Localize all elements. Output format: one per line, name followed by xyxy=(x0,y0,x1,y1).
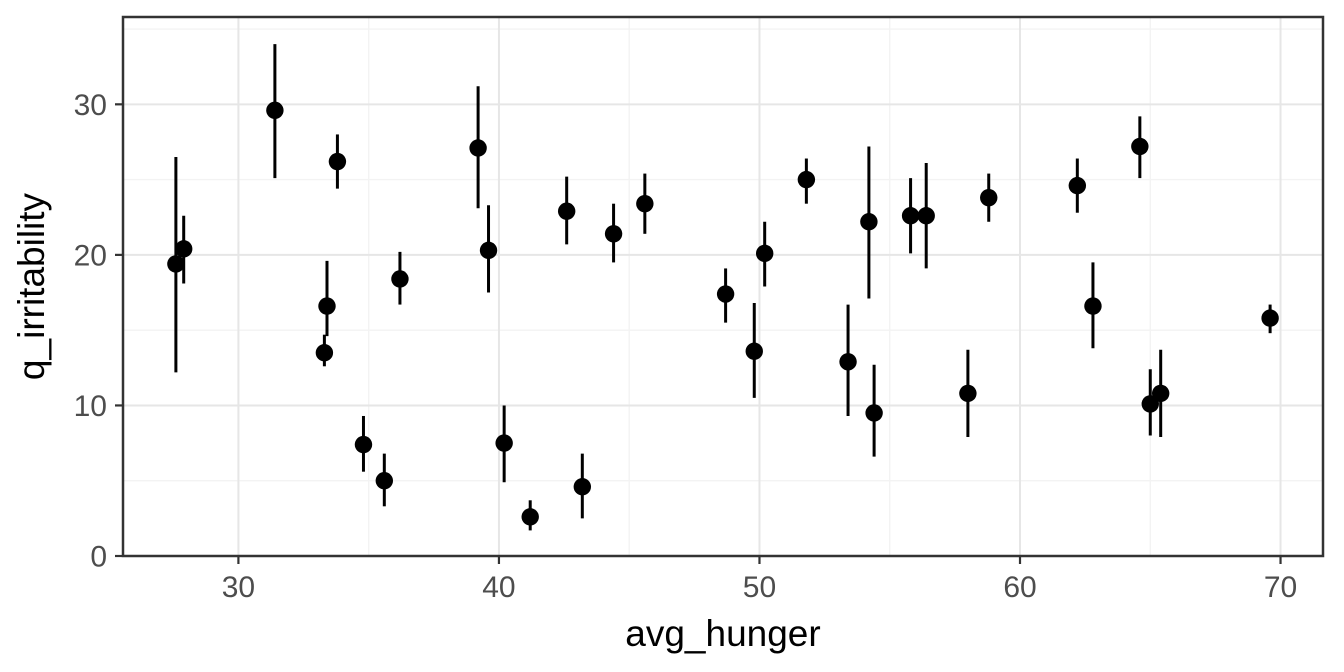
y-axis-tick-label: 10 xyxy=(74,390,107,423)
pointrange-series xyxy=(167,44,1279,531)
data-point xyxy=(1151,384,1170,403)
data-point xyxy=(354,435,373,454)
axis-ticks xyxy=(115,103,1282,564)
x-axis-tick-label: 70 xyxy=(1264,571,1297,604)
data-point xyxy=(521,508,539,526)
data-point xyxy=(469,139,487,157)
grid-minor-lines xyxy=(123,17,1323,556)
data-point xyxy=(755,244,774,263)
data-point xyxy=(266,101,284,120)
data-point xyxy=(167,255,185,273)
data-point xyxy=(917,207,935,225)
data-point xyxy=(328,152,347,171)
panel-border xyxy=(121,15,1325,558)
data-point xyxy=(860,213,878,231)
data-point xyxy=(901,207,920,225)
data-point xyxy=(636,194,654,213)
data-point xyxy=(573,478,592,496)
data-point xyxy=(557,202,576,220)
x-axis-tick-label: 50 xyxy=(743,571,776,604)
y-axis-tick-label: 20 xyxy=(74,239,107,272)
x-axis-tick-label: 60 xyxy=(1003,571,1036,604)
x-axis-tick-label: 40 xyxy=(482,571,515,604)
y-axis-tick-label: 30 xyxy=(74,89,107,122)
data-point xyxy=(479,241,498,260)
data-point xyxy=(980,188,998,207)
data-point xyxy=(1068,176,1087,195)
data-point xyxy=(1261,309,1279,327)
data-point xyxy=(1131,137,1149,156)
data-point xyxy=(1084,297,1102,315)
data-point xyxy=(495,434,513,452)
data-point xyxy=(716,285,735,303)
data-point xyxy=(391,270,409,288)
y-axis-title: q_irritability xyxy=(11,192,52,380)
x-axis-title: avg_hunger xyxy=(625,613,820,654)
data-point xyxy=(865,404,883,422)
data-point xyxy=(797,170,816,189)
data-point xyxy=(315,344,334,362)
y-axis-tick-label: 0 xyxy=(90,541,107,574)
axis-tick-labels: 30 40 50 60 70 0 10 20 30 xyxy=(74,89,1298,604)
x-axis-tick-label: 30 xyxy=(222,571,255,604)
data-point xyxy=(604,225,623,243)
data-point xyxy=(318,297,336,315)
data-point xyxy=(959,384,977,403)
data-point xyxy=(175,240,193,258)
data-point xyxy=(375,472,394,490)
data-point xyxy=(745,342,763,360)
data-point xyxy=(839,353,857,371)
